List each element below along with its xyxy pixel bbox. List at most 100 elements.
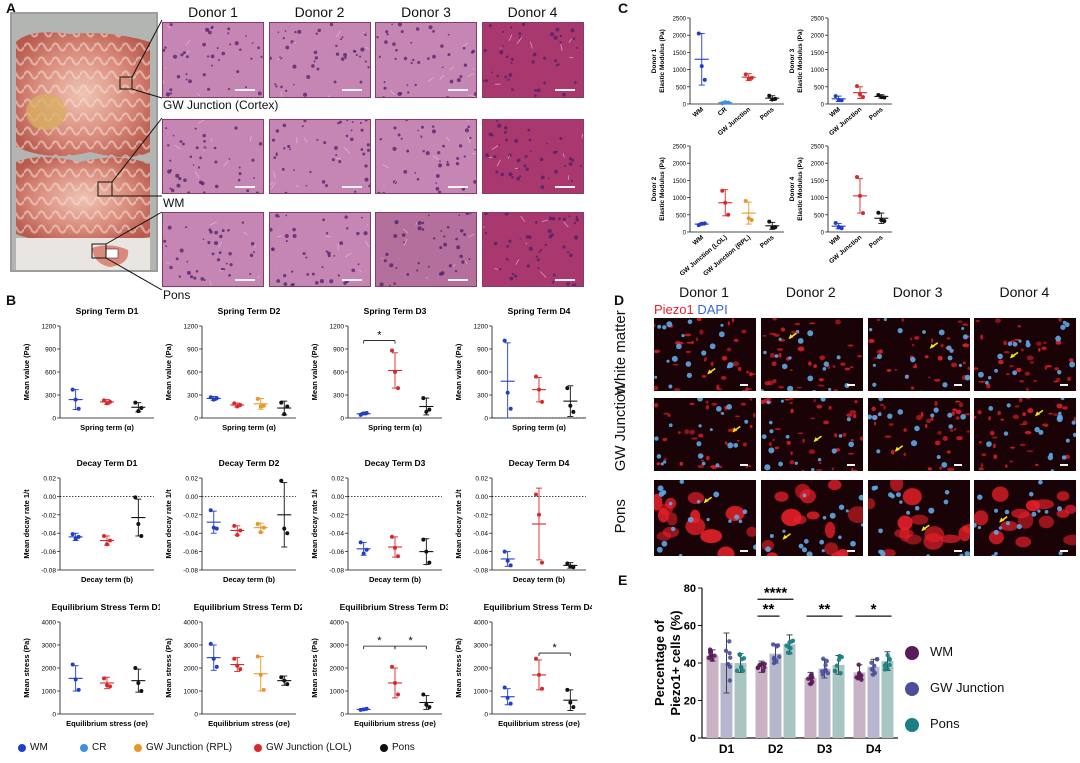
y-tick-label: 0	[340, 416, 344, 423]
nucleus	[391, 286, 395, 287]
nucleus	[291, 64, 297, 69]
fiber	[174, 144, 181, 150]
data-point	[211, 397, 216, 402]
piezo1-signal	[878, 349, 883, 354]
dapi-nucleus	[846, 417, 851, 422]
nucleus	[556, 96, 558, 97]
y-axis-label-donor: Donor 1	[651, 48, 658, 73]
histology-texture	[269, 213, 370, 286]
legend-label-e: GW Junction	[930, 680, 1005, 695]
y-tick-label: 1000	[811, 196, 825, 202]
nucleus	[210, 54, 215, 59]
piezo1-signal	[727, 321, 730, 326]
nucleus	[257, 46, 260, 50]
nucleus	[211, 252, 215, 256]
nucleus	[271, 138, 275, 142]
data-point	[743, 199, 748, 204]
dapi-nucleus	[860, 523, 863, 527]
nucleus	[283, 191, 287, 193]
nucleus	[505, 244, 509, 248]
y-axis-label: Mean stress (Pa)	[164, 638, 173, 698]
dapi-nucleus	[768, 447, 775, 454]
y-tick-label: -0.08	[183, 568, 198, 575]
fluorescence-tile	[974, 318, 1077, 391]
nucleus	[285, 240, 288, 243]
fiber	[183, 50, 191, 56]
piezo1-signal	[979, 440, 983, 444]
nucleus	[338, 120, 342, 124]
piezo1-signal	[867, 338, 875, 344]
y-tick-label: -0.04	[329, 531, 344, 538]
data-point	[786, 645, 792, 650]
y-axis-label: Mean value (Pa)	[454, 343, 463, 400]
nucleus	[437, 151, 441, 155]
y-tick-label: 900	[45, 347, 56, 354]
dapi-nucleus	[994, 368, 999, 373]
y-tick-label: 1000	[811, 68, 825, 74]
nucleus	[333, 145, 338, 150]
y-tick-label: 1000	[673, 196, 687, 202]
dapi-nucleus	[974, 522, 978, 528]
fiber	[568, 38, 572, 43]
nucleus	[333, 80, 336, 84]
nucleus	[384, 40, 388, 44]
dapi-nucleus	[1006, 521, 1011, 526]
dapi-nucleus	[895, 492, 901, 498]
nucleus	[331, 158, 335, 162]
chart-title: Decay Term D1	[77, 458, 138, 468]
nucleus	[313, 60, 316, 63]
nucleus	[182, 142, 185, 146]
dapi-nucleus	[829, 512, 836, 519]
nucleus	[169, 92, 173, 95]
dapi-nucleus	[670, 526, 676, 532]
data-point	[770, 642, 776, 647]
data-point	[214, 664, 219, 669]
fiber	[166, 262, 170, 264]
piezo1-signal	[1027, 408, 1034, 414]
piezo1-signal	[794, 322, 801, 326]
nucleus	[225, 262, 228, 265]
dapi-nucleus	[820, 398, 826, 402]
nucleus	[440, 271, 445, 276]
nucleus	[507, 239, 512, 243]
dapi-nucleus	[927, 507, 934, 514]
dapi-nucleus	[660, 462, 664, 466]
nucleus	[575, 215, 578, 219]
data-point	[767, 93, 772, 98]
donor-header: Donor 3	[401, 4, 451, 20]
piezo1-signal	[888, 423, 894, 426]
data-point	[508, 406, 513, 411]
nucleus	[183, 178, 187, 183]
y-tick-label: -0.08	[329, 568, 344, 575]
arrow-head	[999, 517, 1005, 523]
piezo1-signal	[978, 380, 986, 383]
data-point	[723, 200, 728, 205]
nucleus	[169, 23, 173, 27]
scale-bar	[554, 89, 575, 91]
nucleus	[572, 37, 575, 40]
fluorescence-texture	[654, 318, 756, 391]
nucleus	[432, 237, 436, 240]
y-axis-label: Elastic Modulus (Pa)	[797, 157, 804, 221]
nucleus	[366, 143, 370, 147]
x-axis-label: Equilibrium stress (σe)	[354, 719, 436, 728]
data-point	[872, 663, 877, 668]
piezo1-signal	[689, 402, 695, 405]
nucleus	[468, 258, 471, 261]
dapi-nucleus	[948, 424, 953, 429]
piezo1-signal	[1016, 367, 1022, 373]
nucleus	[405, 120, 408, 122]
dapi-nucleus	[838, 504, 845, 510]
nucleus	[449, 79, 454, 84]
nucleus	[203, 278, 206, 281]
dapi-nucleus	[1057, 414, 1064, 420]
piezo1-signal	[1025, 430, 1032, 435]
category-label: D1	[719, 742, 735, 756]
nucleus	[227, 87, 231, 91]
nucleus	[570, 179, 573, 182]
y-tick-label: 1200	[184, 324, 199, 331]
nucleus	[447, 33, 450, 36]
data-point	[861, 211, 865, 216]
data-point	[361, 551, 366, 556]
